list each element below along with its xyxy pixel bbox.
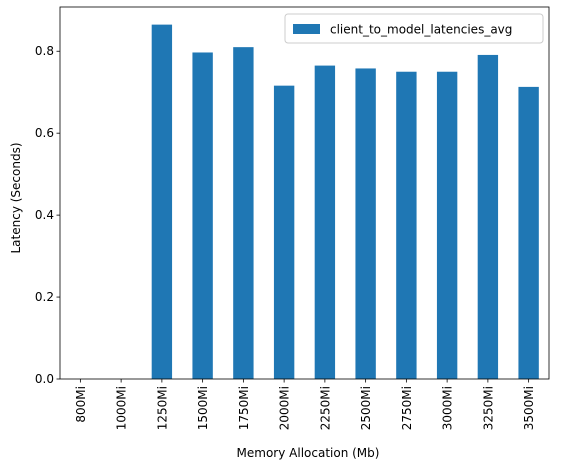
x-tick-label: 800Mi: [74, 386, 88, 423]
axes-layer: 0.0 0.2 0.4 0.6 0.8 800Mi 1000Mi 1250Mi 1500Mi 17…: [35, 6, 550, 430]
y-axis-label: Latency (Seconds): [9, 142, 23, 253]
bar-2000Mi: [273, 85, 295, 379]
bar-3500Mi: [518, 86, 539, 379]
legend-swatch: [293, 24, 320, 34]
y-tick-label: 0.6: [35, 126, 54, 140]
x-tick-label: 3000Mi: [441, 386, 455, 430]
legend-box: [284, 13, 544, 44]
x-tick-label: 2500Mi: [359, 386, 373, 430]
bar-1750Mi: [233, 47, 254, 380]
x-tick-label: 1250Mi: [155, 386, 169, 430]
plot-frame: [59, 6, 550, 380]
x-tick-label: 1000Mi: [115, 386, 129, 430]
y-tick-label: 0.4: [35, 208, 54, 222]
bar-3000Mi: [436, 71, 458, 379]
x-tick-label: 1750Mi: [237, 386, 251, 430]
x-tick-label: 2750Mi: [400, 386, 414, 430]
bar-2750Mi: [396, 71, 417, 379]
bar-2500Mi: [355, 68, 376, 379]
y-tick-label: 0.8: [35, 44, 54, 58]
y-tick-label: 0.2: [35, 290, 54, 304]
x-axis-label: Memory Allocation (Mb): [237, 446, 380, 460]
bar-1500Mi: [192, 52, 213, 379]
x-tick-label: 2250Mi: [318, 386, 332, 430]
legend: client_to_model_latencies_avg: [284, 13, 544, 44]
x-tick-label: 3500Mi: [522, 386, 536, 430]
bar-3250Mi: [477, 54, 499, 380]
legend-label: client_to_model_latencies_avg: [330, 23, 512, 37]
bar-2250Mi: [314, 65, 336, 379]
x-tick-label: 2000Mi: [278, 386, 292, 430]
bar-1250Mi: [151, 24, 173, 380]
bars-layer: [151, 24, 539, 380]
y-tick-label: 0.0: [35, 372, 54, 386]
x-tick-label: 1500Mi: [196, 386, 210, 430]
x-tick-label: 3250Mi: [481, 386, 495, 430]
